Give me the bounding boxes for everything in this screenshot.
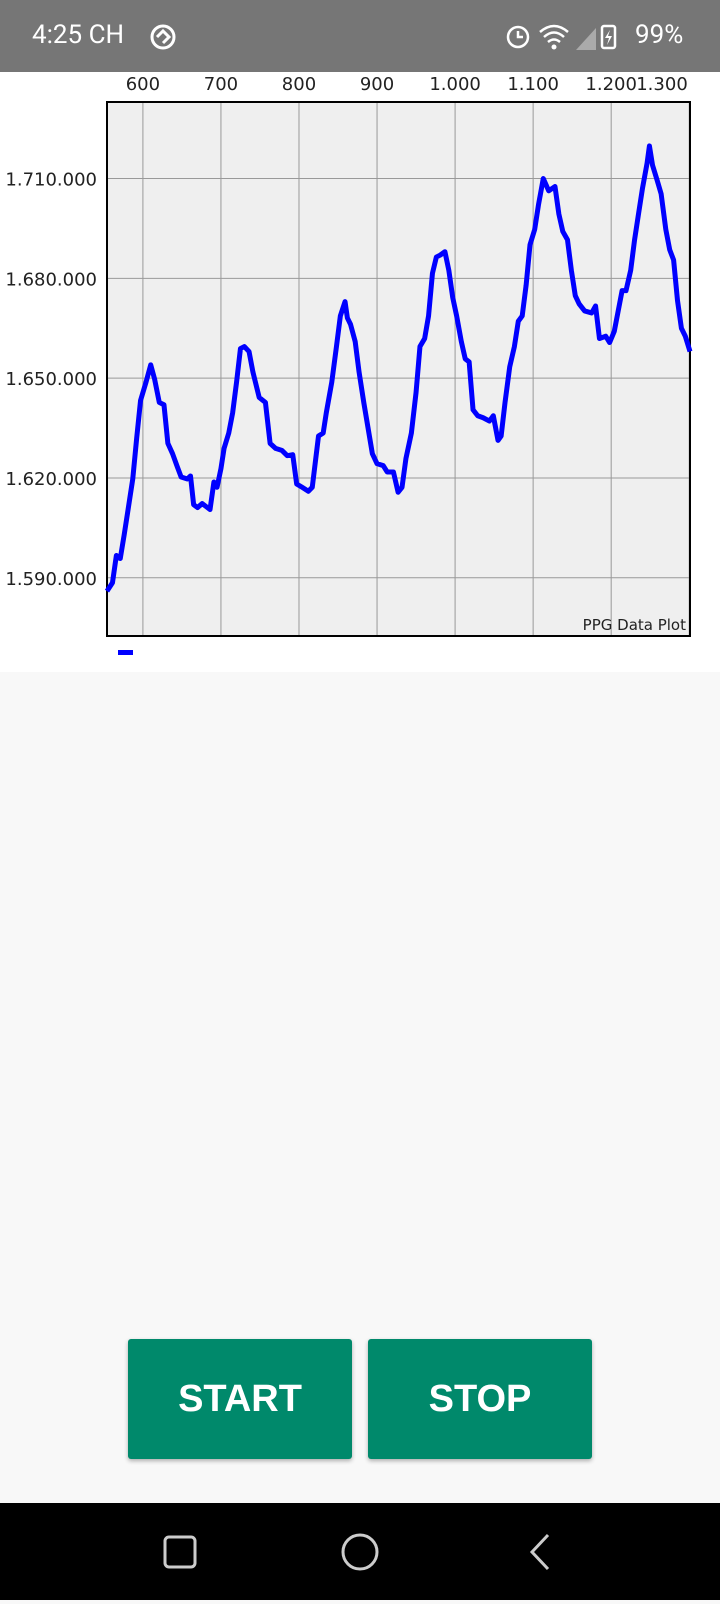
chart-container: 1.590.000 1.620.000 1.650.000 1.680.000 1.71… bbox=[0, 72, 720, 672]
data-line bbox=[104, 143, 693, 593]
plot-description: PPG Data Plot bbox=[583, 616, 686, 634]
y-tick-label: 1.620.000 bbox=[5, 469, 97, 490]
y-tick-label: 1.650.000 bbox=[5, 369, 97, 390]
x-tick-label: 1.100 bbox=[507, 74, 559, 95]
x-tick-label: 700 bbox=[204, 74, 238, 95]
chart: 1.590.000 1.620.000 1.650.000 1.680.000 1.71… bbox=[5, 74, 693, 655]
battery: 99% bbox=[635, 20, 684, 50]
x-tick-label: 1.300 bbox=[636, 74, 688, 95]
nav-icons bbox=[163, 1533, 550, 1571]
status-icon bbox=[150, 24, 176, 50]
status-icons bbox=[506, 24, 617, 50]
x-tick-label: 1.200 bbox=[585, 74, 637, 95]
x-tick-label: 900 bbox=[360, 74, 394, 95]
start-button[interactable]: START bbox=[128, 1339, 352, 1459]
y-tick-label: 1.710.000 bbox=[5, 170, 97, 191]
x-tick-label: 800 bbox=[282, 74, 316, 95]
legend-swatch bbox=[118, 650, 133, 655]
x-tick-label: 1.000 bbox=[429, 74, 481, 95]
plot-border bbox=[106, 101, 691, 637]
y-tick-label: 1.590.000 bbox=[5, 569, 97, 590]
status-bar: 4:25 CH 99% bbox=[0, 0, 720, 72]
x-tick-label: 600 bbox=[126, 74, 160, 95]
clock: 4:25 CH bbox=[32, 20, 125, 50]
y-tick-label: 1.680.000 bbox=[5, 269, 97, 290]
plot-area bbox=[107, 102, 690, 636]
nav-bar bbox=[0, 1503, 720, 1600]
stop-button[interactable]: STOP bbox=[368, 1339, 592, 1459]
